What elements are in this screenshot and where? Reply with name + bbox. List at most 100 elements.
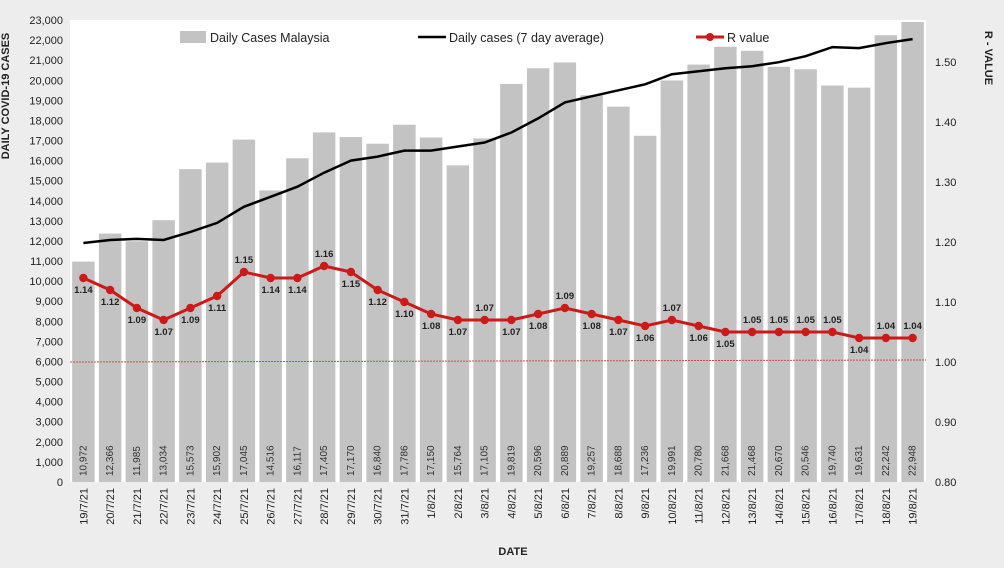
r-labels: 1.14 1.12 1.09 1.07 1.09 1.11 1.15 1.14 1.14 1.16… [74,249,922,356]
x-tick-label: 17/8/21 [854,488,866,525]
r-value-label: 1.12 [101,297,120,308]
x-tick-label: 13/8/21 [747,488,759,525]
bar [687,64,710,482]
bar-value-label: 17,105 [480,445,491,476]
bar-value-label: 19,991 [667,445,678,476]
y-right-tick-label: 0.90 [935,417,956,429]
bar [767,66,791,482]
y-left-tick-label: 16,000 [29,156,63,168]
r-value-label: 1.15 [235,255,254,266]
bar-value-label: 20,546 [801,445,812,476]
bar-labels: 10,972 12,366 11,985 13,034 15,573 15,902 17,0… [78,445,918,476]
bar [901,22,924,482]
y-left-tick-label: 12,000 [29,236,63,248]
bar [500,83,523,482]
bar-value-label: 17,045 [239,445,250,476]
r-point [667,315,677,325]
y-left-tick-label: 5,000 [35,377,63,389]
x-tick-label: 9/8/21 [640,488,652,519]
y-right-tick-label: 1.00 [935,357,956,369]
y-right-tick-label: 1.40 [935,117,956,129]
bar-value-label: 21,468 [747,445,758,476]
x-tick-label: 27/7/21 [292,488,304,525]
y-left-tick-label: 9,000 [35,296,63,308]
y-left-tick-label: 14,000 [29,196,63,208]
bar [847,87,871,482]
r-point [346,267,356,277]
bar [259,190,282,483]
r-point [614,315,623,325]
r-point [453,315,463,325]
r-value-label: 1.10 [395,309,414,320]
bar [232,139,256,482]
r-point [854,333,864,343]
bar [205,162,229,483]
x-axis-title: DATE [498,546,527,558]
y-left-tick-label: 17,000 [29,136,63,148]
r-point [747,327,757,337]
bar-value-label: 15,573 [185,445,196,476]
r-point [801,327,810,337]
r-value-label: 1.05 [770,315,789,326]
bar [633,135,657,482]
bar-value-label: 13,034 [159,445,170,476]
r-value-label: 1.06 [689,333,708,344]
y-left-tick-label: 3,000 [35,417,63,429]
y-left-tick-label: 1,000 [35,457,63,469]
x-tick-label: 3/8/21 [480,488,492,519]
r-point [694,321,703,331]
r-value-label: 1.07 [154,327,173,338]
legend-r-label: R value [727,31,769,45]
y-right-tick-label: 1.50 [935,57,956,69]
r-point [159,315,168,325]
x-tick-label: 12/8/21 [720,488,732,525]
x-tick-label: 8/8/21 [613,488,625,519]
r-value-label: 1.08 [582,321,601,332]
x-tick-label: 15/8/21 [801,488,813,525]
r-reference-line [69,359,927,363]
bar [286,158,309,482]
bar-value-label: 19,819 [506,445,517,476]
bar [821,85,844,483]
r-point [881,333,891,343]
y-left-tick-label: 18,000 [29,115,63,127]
bar-value-label: 20,596 [533,445,544,476]
r-value-label: 1.09 [556,291,575,302]
legend: Daily Cases Malaysia Daily cases (7 day … [180,31,769,45]
x-tick-label: 31/7/21 [399,488,411,525]
r-point [79,273,88,283]
y-left-tick-label: 21,000 [29,55,63,67]
legend-avg-label: Daily cases (7 day average) [449,31,604,45]
bar [794,69,817,482]
bar [553,62,577,482]
r-point [560,303,570,313]
r-point [507,315,516,325]
y-right-tick-label: 1.30 [935,177,956,189]
x-tick-label: 30/7/21 [373,488,385,525]
bar [714,46,737,482]
bar-value-label: 17,236 [640,445,651,476]
y-left-tick-label: 22,000 [29,35,63,47]
r-point [105,285,115,295]
bar [72,261,95,482]
bar-value-label: 20,670 [774,445,785,476]
bars [72,22,924,483]
bar-value-label: 15,902 [212,445,223,476]
bar-value-label: 16,840 [373,445,384,476]
y-axis-left: 0 1,000 2,000 3,000 4,000 5,000 6,000 7,000 8,00… [29,15,63,489]
r-value-label: 1.05 [823,315,842,326]
r-value-label: 1.07 [663,303,682,314]
bar [660,80,684,482]
r-value-label: 1.14 [261,285,280,296]
y-right-tick-label: 0.80 [935,477,956,489]
y-left-tick-label: 23,000 [29,15,63,27]
r-value-label: 1.05 [743,315,762,326]
bar-value-label: 17,405 [319,445,330,476]
x-tick-label: 2/8/21 [453,488,465,519]
r-point [186,303,195,313]
x-tick-label: 21/7/21 [132,488,144,525]
x-tick-label: 19/7/21 [78,488,90,525]
x-axis: 19/7/21 20/7/21 21/7/21 22/7/21 23/7/21 24/7/… [78,488,919,525]
y-right-tick-label: 1.20 [935,237,956,249]
